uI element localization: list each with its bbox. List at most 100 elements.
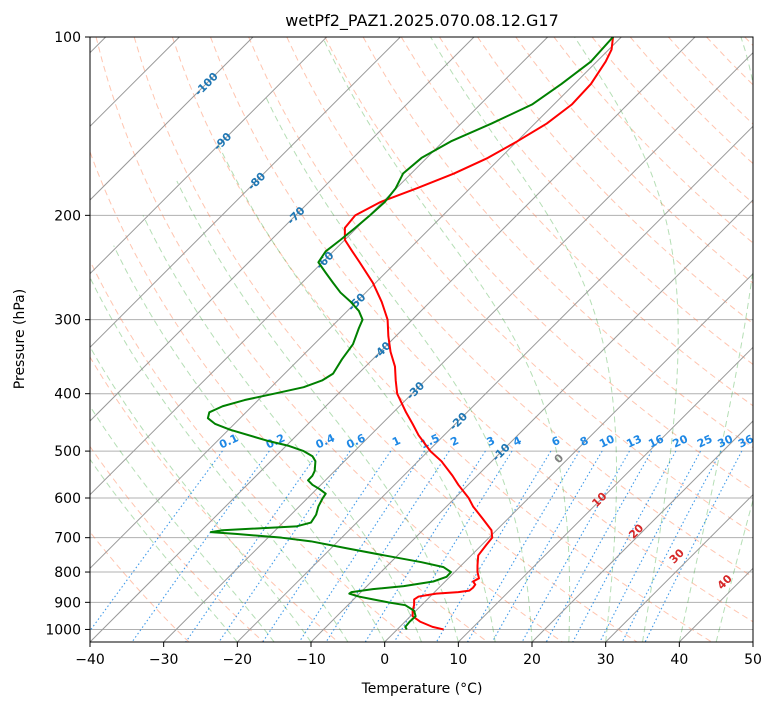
mixing-ratio-line (364, 450, 486, 642)
background-line-labels: 0.1 0.2 0.4 0.6 1 1.5 2 3 4 6 8 10 13 16 20 25 30 36-100-… (192, 70, 756, 592)
mixing-ratio-label: 25 (695, 432, 714, 450)
mixing-ratio-label: 36 (736, 432, 756, 450)
mixing-ratio-label: 0.4 (314, 431, 337, 451)
dry-adiabat (744, 37, 753, 47)
chart-title: wetPf2_PAZ1.2025.070.08.12.G17 (285, 11, 559, 31)
mixing-ratio-label: 0.6 (344, 431, 367, 451)
isotherm-line (90, 37, 328, 275)
moist-adiabat-label: 20 (626, 521, 646, 541)
mixing-ratio-label: 20 (671, 432, 691, 450)
mixing-ratio-line (521, 450, 630, 642)
dry-adiabat (90, 531, 190, 642)
isotherm-line (90, 37, 696, 642)
moist-adiabat (322, 37, 571, 642)
mixing-ratio-label: 3 (485, 434, 497, 449)
x-tick-label: 0 (380, 652, 389, 668)
moist-adiabat (574, 37, 679, 642)
y-tick-label: 200 (54, 208, 81, 224)
moist-adiabat (90, 405, 275, 642)
mixing-ratio-label: 0.1 (217, 431, 240, 451)
y-tick-label: 500 (54, 444, 81, 460)
mixing-ratio-line (435, 450, 552, 642)
isotherm-line (384, 272, 753, 642)
mixing-ratio-line (185, 450, 320, 642)
dry-adiabat (90, 356, 339, 642)
dry-adiabat (133, 37, 638, 642)
mixing-ratio-label: 30 (716, 432, 736, 450)
moist-adiabat (678, 37, 753, 642)
y-tick-label: 100 (54, 30, 81, 46)
mixing-ratio-lines (90, 450, 743, 642)
plot-area: 0.1 0.2 0.4 0.6 1 1.5 2 3 4 6 8 10 13 16 20 25 30 36-100-… (90, 37, 756, 642)
moist-adiabat (90, 458, 238, 642)
x-tick-label: 20 (523, 652, 541, 668)
isotherm-line (310, 199, 753, 642)
mixing-ratio-line (545, 450, 653, 642)
dry-adiabat (668, 37, 753, 125)
skewed-isotherms (90, 37, 753, 642)
mixing-ratio-line (218, 450, 351, 642)
x-axis-title: Temperature (°C) (361, 681, 483, 697)
y-axis-title: Pressure (hPa) (12, 289, 28, 389)
y-tick-label: 900 (54, 595, 81, 611)
y-tick-label: 1000 (45, 622, 81, 638)
y-tick-label: 300 (54, 313, 81, 329)
sounding-series (206, 37, 615, 631)
dry-adiabat (210, 37, 753, 623)
x-tick-label: 40 (670, 652, 688, 668)
isotherm-line (457, 346, 753, 642)
pressure-gridlines (90, 37, 753, 630)
x-tick-label: 50 (744, 652, 762, 668)
axes-frame (89, 36, 754, 643)
moist-adiabat (113, 245, 386, 642)
isotherm-line (752, 641, 753, 642)
isotherm-label: -90 (211, 130, 234, 153)
y-axis: 100 200 300 400 500 600 700 800 900 1000 (45, 30, 90, 638)
x-axis: −40 −30 −20 −10 0 10 20 30 40 50 (75, 642, 762, 668)
moist-adiabat (430, 37, 618, 642)
y-tick-label: 600 (54, 491, 81, 507)
mixing-ratio-line (131, 450, 270, 642)
moist-adiabat (715, 498, 753, 642)
dry-adiabat (90, 445, 264, 642)
y-tick-label: 800 (54, 565, 81, 581)
x-tick-label: −10 (296, 652, 326, 668)
dewpoint-profile (206, 37, 614, 630)
mixing-ratio-line (298, 450, 425, 642)
moist-adiabat-label: 0 (552, 451, 567, 466)
isotherm-label: -100 (192, 70, 221, 99)
dry-adiabat (95, 37, 563, 642)
moist-adiabat (216, 141, 496, 642)
isotherm-label: -70 (284, 204, 307, 227)
isotherm-line (90, 37, 475, 422)
mixing-ratio-label: 1 (390, 434, 402, 449)
isotherm-line (605, 493, 753, 642)
isotherm-line (90, 37, 401, 349)
mixing-ratio-line (325, 450, 450, 642)
mixing-ratio-label: 6 (550, 434, 563, 449)
dry-adiabats (90, 37, 753, 642)
mixing-ratio-line (491, 450, 603, 642)
x-tick-label: −40 (75, 652, 105, 668)
temperature-profile (343, 37, 615, 631)
dry-adiabat (439, 37, 753, 366)
moist-adiabat (264, 94, 533, 642)
isotherm-line (678, 567, 753, 642)
mixing-ratio-line (621, 450, 722, 642)
mixing-ratio-line (572, 450, 677, 642)
dry-adiabat (706, 37, 753, 86)
moist-adiabat (90, 345, 312, 642)
mixing-ratio-line (90, 450, 223, 632)
x-tick-label: 30 (597, 652, 615, 668)
y-tick-label: 700 (54, 531, 81, 547)
mixing-ratio-label: 16 (646, 432, 666, 450)
moist-adiabat (176, 180, 459, 642)
y-tick-label: 400 (54, 387, 81, 403)
dry-adiabat (324, 37, 753, 491)
moist-adiabat-label: 10 (589, 490, 609, 510)
x-tick-label: −30 (149, 652, 179, 668)
dry-adiabat (553, 37, 753, 244)
isotherm-line (90, 37, 254, 201)
isotherm-line (90, 37, 549, 496)
